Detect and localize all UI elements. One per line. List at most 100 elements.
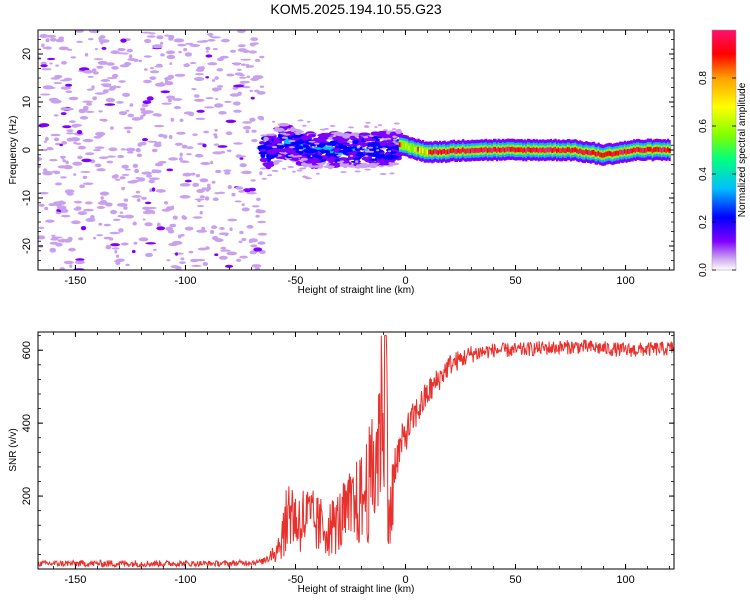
spectrogram-cell	[100, 41, 104, 45]
spectrogram-cell	[370, 131, 381, 136]
spectrogram-cell	[273, 127, 285, 132]
spectrogram-cell	[110, 126, 114, 130]
spectrogram-cell	[605, 151, 608, 157]
spectrogram-cell	[101, 118, 108, 122]
spectrogram-cell	[45, 86, 56, 90]
spectrogram-cell	[496, 148, 499, 154]
spectrogram-cell	[243, 126, 251, 130]
spectrogram-cell	[340, 160, 345, 163]
spectrogram-cell	[265, 133, 277, 136]
spectrogram-cell	[60, 214, 71, 218]
spectrogram-cell	[136, 198, 141, 202]
spectrogram-cell	[265, 165, 272, 170]
spectrogram-cell	[160, 90, 171, 94]
spectrogram-cell	[389, 172, 395, 175]
spectrogram-cell	[469, 148, 472, 154]
spectrogram-cell	[356, 151, 362, 157]
spectrogram-cell	[556, 148, 559, 154]
spectrogram-cell	[640, 147, 643, 153]
spectrogram-cell	[358, 132, 371, 136]
spectrogram-cell	[195, 117, 206, 120]
spectrogram-cell	[166, 54, 176, 60]
spectrogram-cell	[585, 149, 588, 154]
spectrogram-cell	[175, 252, 178, 256]
spectrogram-cell	[59, 267, 65, 270]
spectrogram-cell	[214, 253, 219, 256]
spectrogram-cell	[213, 103, 224, 108]
spectrogram-cell	[417, 146, 420, 152]
spectrogram-cell	[308, 140, 316, 143]
spectrogram-cell	[603, 152, 606, 158]
spectrogram-cell	[257, 115, 264, 120]
spectrogram-cell	[338, 149, 349, 153]
spectrogram-cell	[97, 60, 108, 65]
spectrogram-cell	[132, 163, 139, 168]
spectrogram-cell	[43, 168, 48, 173]
spectrogram-cell	[217, 145, 228, 148]
spectrogram-cell	[193, 77, 205, 81]
spectrogram-cell	[420, 148, 423, 154]
spectrogram-cell	[216, 68, 224, 72]
spectrogram-cell	[660, 148, 663, 153]
spectrogram-cell	[196, 109, 205, 113]
spectrogram-cell	[38, 235, 46, 240]
spectrogram-cell	[161, 208, 171, 212]
spectrogram-cell	[184, 52, 193, 57]
spectrogram-cell	[120, 38, 127, 43]
spectrogram-cell	[466, 148, 469, 153]
spectrogram-cell	[434, 148, 437, 154]
spectrogram-cell	[205, 188, 210, 192]
spectrogram-cell	[542, 147, 545, 153]
spectrogram-cell	[191, 88, 197, 91]
spectrogram-cell	[376, 162, 380, 165]
spectrogram-cell	[216, 85, 224, 88]
spectrogram-cell	[212, 197, 219, 201]
spectrogram-cell	[314, 142, 320, 145]
spectrogram-cell	[77, 155, 83, 160]
spectrogram-cell	[106, 62, 115, 66]
spectrogram-cell	[144, 201, 152, 205]
spectrogram-cell	[237, 30, 246, 34]
spectrogram-cell	[423, 149, 426, 155]
spectrogram-cell	[93, 236, 96, 240]
spectrogram-cell	[135, 190, 141, 194]
spectrogram-cell	[214, 76, 219, 80]
spectrogram-cell	[491, 148, 494, 153]
spectrogram-cell	[110, 209, 118, 215]
spectrogram-cell	[349, 154, 354, 157]
spectrogram-cell	[302, 124, 307, 127]
spectrogram-cell	[224, 100, 232, 103]
spectrogram-cell	[121, 52, 129, 55]
spectrogram-cell	[53, 82, 63, 84]
spectrogram-cell	[363, 136, 369, 139]
spectrogram-cell	[160, 41, 164, 45]
spectrogram-cell	[92, 71, 99, 75]
spectrogram-cell	[66, 132, 75, 135]
spectrogram-cell	[144, 209, 155, 214]
spectrogram-cell	[146, 35, 156, 38]
spectrogram-cell	[179, 195, 191, 199]
y-tick-label: 200	[21, 487, 33, 505]
spectrogram-cell	[388, 162, 392, 164]
spectrogram-cell	[141, 171, 153, 175]
spectrogram-cell	[257, 232, 268, 236]
spectrogram-cell	[183, 47, 188, 52]
spectrogram-cell	[163, 134, 168, 139]
spectrogram-cell	[573, 147, 576, 153]
spectrogram-cell	[211, 225, 218, 230]
spectrogram-cell	[101, 46, 107, 50]
spectrogram-cell	[100, 79, 111, 82]
spectrogram-cell	[80, 170, 91, 173]
spectrogram-cell	[116, 203, 128, 207]
spectrogram-cell	[127, 180, 138, 184]
spectrogram-cell	[319, 128, 327, 131]
spectrogram-cell	[164, 201, 169, 205]
spectrogram-cell	[475, 147, 479, 153]
spectrogram-cell	[472, 148, 476, 153]
spectrogram-cell	[106, 155, 116, 158]
spectrogram-cell	[293, 131, 300, 134]
spectrogram-cell	[239, 163, 247, 168]
spectrogram-cell	[452, 147, 455, 153]
x-tick-label: -50	[288, 275, 304, 287]
